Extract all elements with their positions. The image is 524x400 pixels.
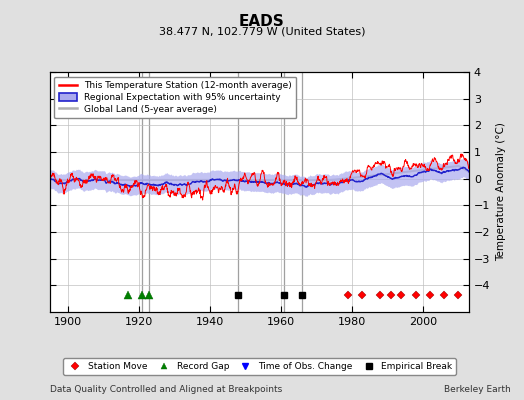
Text: Berkeley Earth: Berkeley Earth bbox=[444, 385, 511, 394]
Y-axis label: Temperature Anomaly (°C): Temperature Anomaly (°C) bbox=[496, 122, 506, 262]
Legend: Station Move, Record Gap, Time of Obs. Change, Empirical Break: Station Move, Record Gap, Time of Obs. C… bbox=[63, 358, 456, 375]
Text: EADS: EADS bbox=[239, 14, 285, 29]
Text: 38.477 N, 102.779 W (United States): 38.477 N, 102.779 W (United States) bbox=[159, 26, 365, 36]
Text: Data Quality Controlled and Aligned at Breakpoints: Data Quality Controlled and Aligned at B… bbox=[50, 385, 282, 394]
